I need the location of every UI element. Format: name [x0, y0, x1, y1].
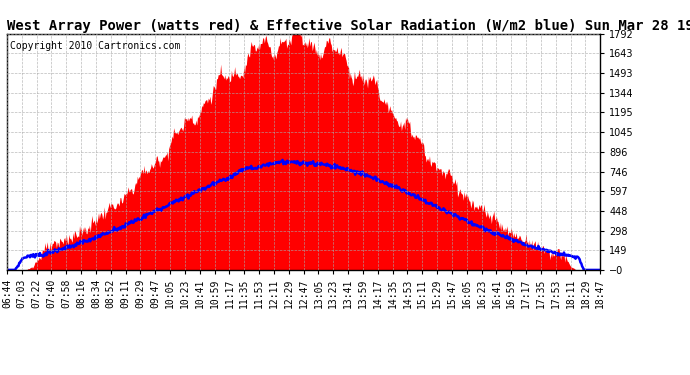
Text: Copyright 2010 Cartronics.com: Copyright 2010 Cartronics.com	[10, 41, 180, 51]
Text: West Array Power (watts red) & Effective Solar Radiation (W/m2 blue) Sun Mar 28 : West Array Power (watts red) & Effective…	[7, 18, 690, 33]
